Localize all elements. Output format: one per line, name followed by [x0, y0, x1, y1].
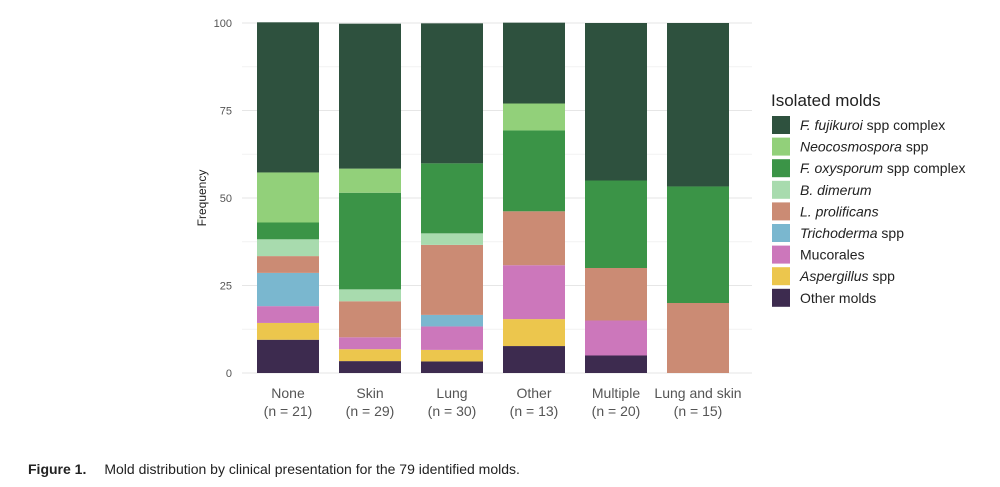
bar-segment	[585, 180, 647, 268]
legend-swatch	[772, 202, 790, 221]
y-axis-label: Frequency	[195, 170, 209, 227]
bar-segment	[585, 23, 647, 181]
bar-segment	[257, 322, 319, 340]
legend-item-label: F. fujikuroi spp complex	[800, 117, 945, 133]
legend-swatch	[772, 267, 790, 286]
bar-segment	[339, 337, 401, 350]
bar-segment	[257, 22, 319, 173]
x-tick-count: (n = 30)	[428, 403, 477, 419]
x-tick-count: (n = 20)	[592, 403, 641, 419]
bar-segment	[503, 103, 565, 131]
bar-segment	[257, 272, 319, 307]
bar-segment	[503, 22, 565, 104]
bar-segment	[339, 192, 401, 290]
legend-swatch	[772, 224, 790, 242]
y-tick-label: 100	[214, 18, 232, 30]
bar-segment	[339, 289, 401, 302]
bar-segment	[503, 265, 565, 320]
x-tick-count: (n = 29)	[346, 403, 395, 419]
bar-segment	[585, 355, 647, 373]
x-tick-count: (n = 21)	[264, 403, 313, 419]
x-tick-count: (n = 15)	[674, 403, 723, 419]
y-tick-label: 75	[220, 106, 232, 118]
bar-segment	[421, 326, 483, 350]
y-tick-label: 0	[226, 368, 232, 380]
bar-segment	[421, 163, 483, 234]
bar-segment	[339, 168, 401, 193]
legend-swatch	[772, 137, 790, 156]
bar-segment	[503, 211, 565, 266]
stacked-bar-chart: 0 25 50 75 100 None (n = 21) Skin (n = 29) Lung (…	[195, 18, 965, 419]
bar-segment	[585, 268, 647, 321]
x-tick-label: None	[271, 385, 305, 401]
legend-swatch	[772, 288, 790, 307]
bar-segment	[421, 349, 483, 362]
legend-item-label: Other molds	[800, 290, 876, 306]
legend-item-label: L. prolificans	[800, 203, 879, 219]
x-tick-label: Lung	[436, 385, 467, 401]
x-axis: None (n = 21) Skin (n = 29) Lung (n = 30) Othe…	[264, 385, 742, 419]
legend-swatch	[772, 159, 790, 178]
figure-caption: Figure 1. Mold distribution by clinical p…	[28, 461, 520, 477]
bar-segment	[339, 361, 401, 373]
bar-segment	[585, 320, 647, 356]
x-tick-count: (n = 13)	[510, 403, 559, 419]
bar-segment	[421, 244, 483, 315]
bar-segment	[667, 303, 729, 373]
legend-item-label: Trichoderma spp	[800, 225, 904, 241]
y-tick-label: 25	[220, 281, 232, 293]
chart-legend: Isolated molds F. fujikuroi spp complex N…	[771, 91, 965, 307]
legend-item-label: Mucorales	[800, 247, 865, 263]
legend-item-label: F. oxysporum spp complex	[800, 160, 965, 176]
legend-swatch	[772, 245, 790, 264]
y-axis: 0 25 50 75 100	[214, 18, 232, 380]
chart-bars	[257, 22, 729, 373]
x-tick-label: Multiple	[592, 385, 640, 401]
bar-segment	[257, 239, 319, 257]
bar-segment	[339, 23, 401, 169]
bar-segment	[421, 233, 483, 245]
bar-segment	[339, 301, 401, 338]
bar-segment	[503, 319, 565, 347]
legend-swatch	[772, 180, 790, 199]
bar-segment	[257, 306, 319, 323]
figure-caption-text: Mold distribution by clinical presentati…	[104, 461, 520, 477]
bar-segment	[257, 222, 319, 240]
x-tick-label: Other	[516, 385, 551, 401]
bar-segment	[667, 186, 729, 303]
bar-segment	[421, 314, 483, 327]
figure-label: Figure 1.	[28, 461, 87, 477]
bar-segment	[257, 172, 319, 223]
bar-segment	[503, 130, 565, 212]
x-tick-label: Lung and skin	[654, 385, 741, 401]
legend-item-label: Aspergillus spp	[799, 268, 895, 284]
bar-segment	[421, 23, 483, 164]
legend-swatch	[772, 116, 790, 134]
legend-item-label: Neocosmospora spp	[800, 139, 929, 155]
bar-segment	[421, 361, 483, 373]
y-tick-label: 50	[220, 193, 232, 205]
bar-segment	[667, 23, 729, 187]
bar-segment	[339, 349, 401, 362]
legend-title: Isolated molds	[771, 91, 881, 110]
x-tick-label: Skin	[356, 385, 383, 401]
bar-segment	[503, 346, 565, 373]
legend-item-label: B. dimerum	[800, 182, 872, 198]
bar-segment	[257, 339, 319, 373]
bar-segment	[257, 256, 319, 273]
